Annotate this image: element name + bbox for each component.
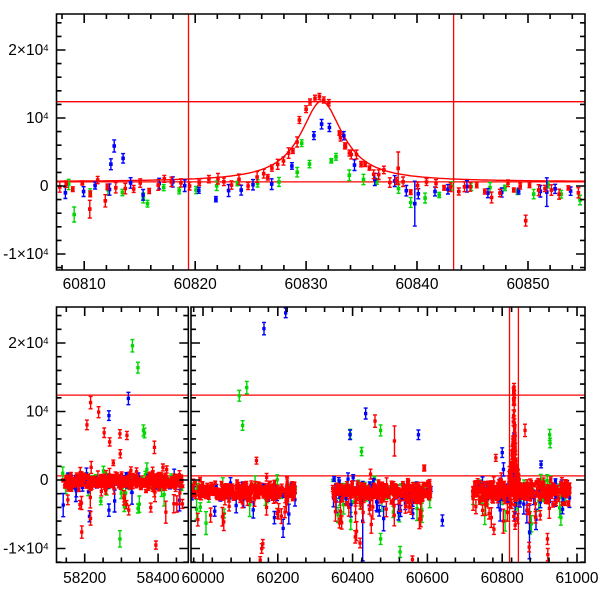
svg-text:60000: 60000: [181, 570, 224, 587]
svg-text:60800: 60800: [481, 570, 524, 587]
svg-text:60400: 60400: [331, 570, 374, 587]
svg-text:58200: 58200: [63, 570, 106, 587]
svg-text:0: 0: [40, 472, 49, 489]
svg-text:104: 104: [26, 404, 49, 421]
svg-text:60600: 60600: [406, 570, 449, 587]
svg-text:60850: 60850: [506, 276, 549, 293]
svg-text:-1×104: -1×104: [3, 541, 48, 558]
svg-text:0: 0: [40, 178, 49, 195]
svg-text:-1×104: -1×104: [3, 246, 48, 263]
svg-text:61000: 61000: [555, 570, 598, 587]
svg-text:60810: 60810: [63, 276, 106, 293]
svg-text:60820: 60820: [174, 276, 217, 293]
svg-text:58400: 58400: [137, 570, 180, 587]
svg-text:60200: 60200: [256, 570, 299, 587]
svg-text:104: 104: [26, 110, 49, 127]
svg-text:60840: 60840: [395, 276, 438, 293]
svg-text:2×104: 2×104: [8, 335, 48, 352]
svg-text:60830: 60830: [285, 276, 328, 293]
svg-text:2×104: 2×104: [8, 42, 48, 59]
